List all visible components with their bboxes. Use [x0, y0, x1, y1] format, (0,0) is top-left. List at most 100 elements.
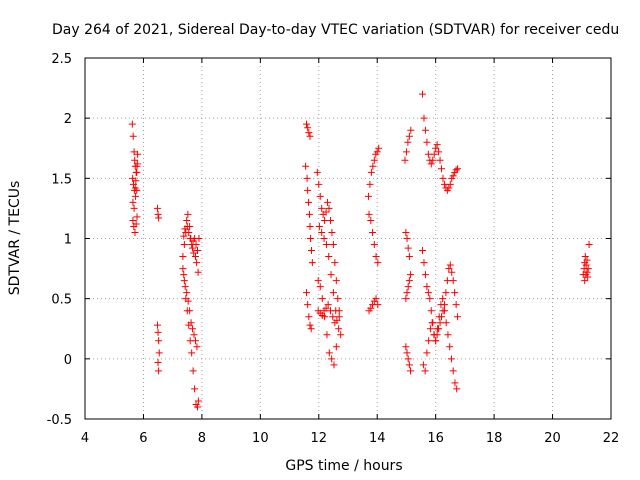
data-point: [332, 343, 340, 351]
data-point: [153, 204, 161, 212]
x-axis-label: GPS time / hours: [285, 458, 402, 474]
data-point: [187, 235, 195, 242]
data-point: [181, 225, 189, 233]
data-point: [438, 165, 446, 173]
data-point: [194, 247, 202, 255]
data-point: [445, 184, 453, 192]
data-point: [155, 349, 163, 357]
data-point: [315, 222, 323, 230]
data-point: [369, 228, 377, 236]
data-point: [194, 268, 202, 276]
data-point: [195, 235, 203, 242]
data-point: [133, 213, 141, 221]
data-point: [404, 244, 412, 252]
y-tick-label: 0: [64, 353, 72, 368]
data-point: [154, 358, 162, 366]
data-point: [313, 168, 321, 176]
data-point: [373, 148, 381, 156]
axis-ticks: 4 6 8 10 12 14 16 18 20 22 -0.5 0 0.5 1 1.5 2 2.5: [47, 52, 620, 446]
data-point: [329, 241, 337, 249]
data-point: [318, 204, 326, 212]
data-point: [452, 301, 460, 309]
x-tick-label: 16: [427, 431, 444, 446]
data-point: [128, 120, 136, 128]
data-point: [327, 271, 335, 279]
data-point: [427, 160, 435, 168]
data-point: [194, 403, 202, 411]
data-point: [437, 301, 445, 309]
data-point: [153, 321, 161, 329]
data-point: [372, 253, 380, 261]
data-point: [155, 367, 163, 375]
grid-lines: [85, 58, 611, 419]
data-point: [130, 204, 138, 212]
data-point: [180, 271, 188, 279]
data-point: [305, 198, 313, 206]
data-point: [132, 220, 140, 228]
data-point: [436, 319, 444, 327]
data-point: [330, 361, 338, 369]
data-point: [449, 277, 457, 285]
data-point: [402, 295, 410, 303]
data-point: [318, 228, 326, 236]
data-point: [421, 271, 429, 279]
data-point: [423, 138, 431, 146]
series-segment-12-c: [314, 222, 343, 369]
data-point: [324, 301, 332, 309]
data-point: [402, 343, 410, 351]
y-tick-label: 1.5: [51, 172, 72, 187]
data-point: [129, 198, 137, 206]
data-point: [433, 141, 441, 149]
data-point: [439, 174, 447, 182]
data-point: [180, 232, 188, 240]
data-point: [419, 361, 427, 369]
data-point: [133, 160, 141, 168]
data-point: [419, 247, 427, 255]
data-point: [451, 289, 459, 297]
data-point: [154, 210, 162, 218]
data-point: [583, 256, 591, 264]
data-point: [369, 162, 377, 170]
data-point: [131, 228, 139, 236]
data-point: [370, 241, 378, 249]
data-point: [407, 271, 415, 279]
data-point: [329, 313, 337, 321]
data-point: [154, 328, 162, 336]
data-point: [193, 343, 201, 351]
data-point: [337, 331, 345, 339]
data-point: [403, 349, 411, 357]
data-point: [316, 192, 324, 200]
data-point: [449, 367, 457, 375]
data-point: [183, 289, 191, 297]
data-point: [374, 259, 382, 267]
series-segment-7.6-lower: [179, 265, 202, 411]
data-point: [428, 319, 436, 327]
data-point: [130, 148, 138, 156]
data-point: [445, 265, 453, 273]
data-point: [442, 289, 450, 297]
data-point: [335, 313, 343, 321]
data-point: [181, 283, 189, 291]
data-point: [364, 192, 372, 200]
data-point: [179, 253, 187, 261]
data-point: [401, 156, 409, 164]
data-point: [183, 216, 191, 224]
y-tick-label: 2.5: [51, 52, 72, 67]
y-tick-label: 2: [64, 112, 72, 127]
data-point: [328, 228, 336, 236]
data-point: [190, 249, 198, 257]
series-segment-12-a: [302, 120, 316, 333]
data-point: [179, 265, 187, 273]
series-segment-13.9: [364, 144, 383, 315]
data-point: [326, 216, 334, 224]
data-point: [404, 138, 412, 146]
data-point: [130, 180, 138, 188]
x-tick-label: 22: [603, 431, 620, 446]
data-point: [320, 235, 328, 242]
data-point: [432, 144, 440, 152]
data-point: [306, 321, 314, 329]
data-point: [335, 325, 343, 333]
data-point: [585, 241, 593, 249]
data-point: [403, 235, 411, 242]
data-point: [420, 114, 428, 122]
